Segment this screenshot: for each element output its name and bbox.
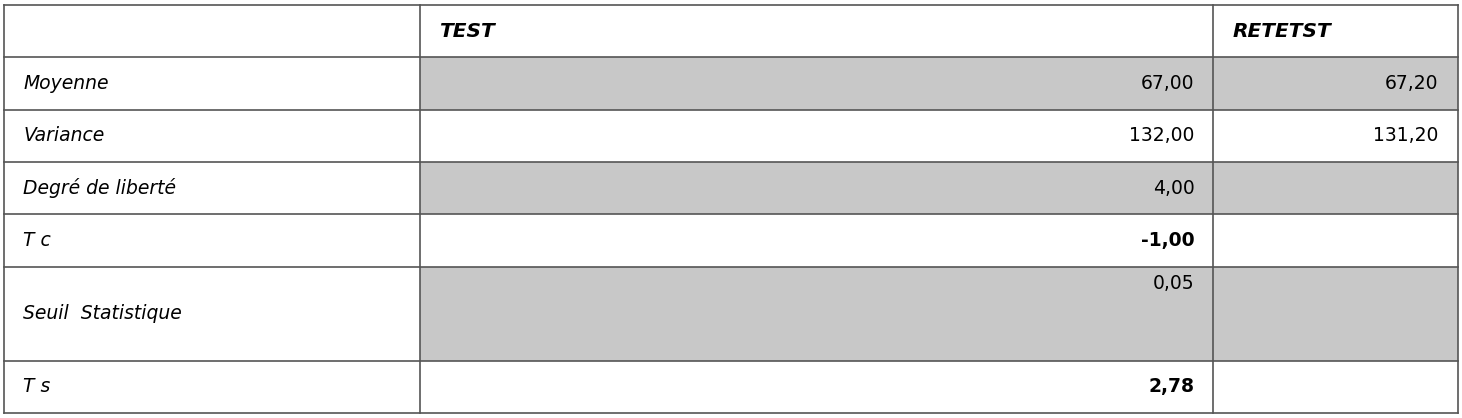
Bar — [1213, 162, 1458, 214]
Text: 131,20: 131,20 — [1373, 126, 1439, 145]
Bar — [420, 110, 1213, 162]
Text: 2,78: 2,78 — [1149, 377, 1194, 396]
Bar — [420, 5, 1213, 57]
Bar — [4, 57, 420, 110]
Bar — [4, 110, 420, 162]
Text: T c: T c — [23, 231, 51, 250]
Bar — [1213, 5, 1458, 57]
Bar — [4, 5, 420, 57]
Text: 4,00: 4,00 — [1152, 178, 1194, 198]
Bar — [420, 267, 1213, 361]
Bar — [420, 361, 1213, 413]
Text: 67,20: 67,20 — [1385, 74, 1439, 93]
Bar — [420, 214, 1213, 267]
Text: Seuil  Statistique: Seuil Statistique — [23, 304, 183, 323]
Text: TEST: TEST — [439, 22, 494, 41]
Text: -1,00: -1,00 — [1140, 231, 1194, 250]
Bar — [1213, 361, 1458, 413]
Bar — [4, 162, 420, 214]
Bar — [1213, 214, 1458, 267]
Bar — [4, 214, 420, 267]
Bar — [4, 267, 420, 361]
Text: RETETST: RETETST — [1232, 22, 1332, 41]
Bar — [420, 162, 1213, 214]
Bar — [1213, 267, 1458, 361]
Bar — [1213, 57, 1458, 110]
Bar — [1213, 110, 1458, 162]
Bar — [420, 57, 1213, 110]
Text: T s: T s — [23, 377, 51, 396]
Text: Moyenne: Moyenne — [23, 74, 108, 93]
Text: Variance: Variance — [23, 126, 105, 145]
Text: 132,00: 132,00 — [1129, 126, 1194, 145]
Text: Degré de liberté: Degré de liberté — [23, 178, 177, 198]
Text: 67,00: 67,00 — [1140, 74, 1194, 93]
Text: 0,05: 0,05 — [1154, 274, 1194, 293]
Bar — [4, 361, 420, 413]
